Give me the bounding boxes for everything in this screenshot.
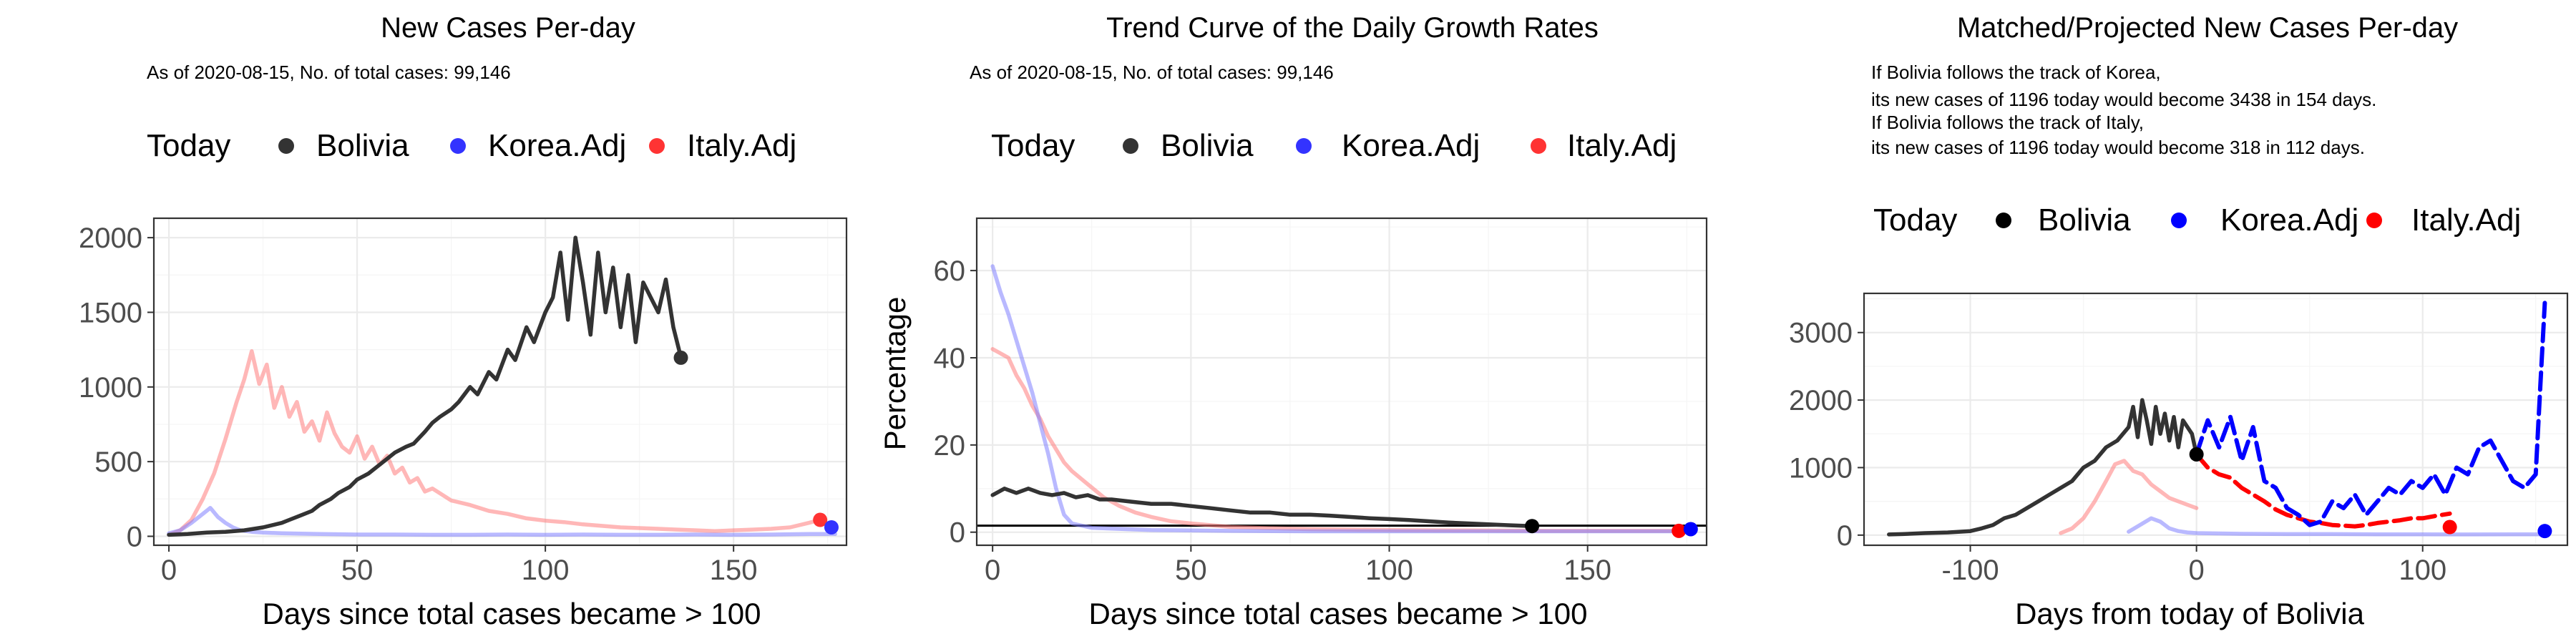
legend-marker-bolivia: [278, 138, 294, 154]
x-tick-label: 50: [341, 555, 374, 586]
note-line: its new cases of 1196 today would become…: [1871, 137, 2365, 158]
panel-border: [1863, 292, 2569, 547]
x-tick-label: 150: [1563, 555, 1611, 586]
legend-label-bolivia: Bolivia: [2038, 203, 2131, 238]
chart-title: New Cases Per-day: [381, 12, 635, 44]
y-tick-label: 1000: [1789, 452, 1853, 484]
legend: Today Bolivia Korea.Adj Italy.Adj: [147, 128, 796, 163]
x-tick-label: 150: [710, 555, 758, 586]
chart-title: Trend Curve of the Daily Growth Rates: [1106, 12, 1599, 44]
y-tick-label: 500: [94, 447, 142, 478]
y-tick-label: 40: [934, 343, 966, 374]
legend-marker-italy: [1531, 138, 1546, 154]
legend: Today Bolivia Korea.Adj Italy.Adj: [991, 128, 1677, 163]
y-tick-label: 3000: [1789, 318, 1853, 349]
legend-label-korea: Korea.Adj: [488, 128, 626, 163]
series-line-korea-adj-faded: [2127, 516, 2542, 537]
y-tick-label: 20: [934, 430, 966, 462]
series-line-korea-adj: [990, 264, 1697, 534]
x-tick-label: 100: [2399, 555, 2446, 586]
today-point-italy-adj: [1672, 523, 1687, 538]
legend-title: Today: [1873, 203, 1957, 238]
legend: Today Bolivia Korea.Adj Italy.Adj: [1873, 203, 2521, 238]
y-tick-label: 0: [127, 521, 142, 552]
today-point-italy-adj: [813, 512, 828, 527]
x-tick-label: 0: [161, 555, 177, 586]
today-point-korea-adj: [2537, 524, 2552, 539]
x-tick-label: -100: [1942, 555, 1999, 586]
legend-label-italy: Italy.Adj: [2411, 203, 2521, 238]
y-tick-label: 1500: [79, 297, 142, 328]
chart-growth-rates: Trend Curve of the Daily Growth Rates As…: [878, 12, 1708, 630]
legend-label-korea: Korea.Adj: [1342, 128, 1480, 163]
today-point-korea-adj: [824, 519, 839, 535]
legend-label-bolivia: Bolivia: [316, 128, 409, 163]
series-line-korea-adj: [167, 506, 837, 537]
chart-new-cases: New Cases Per-day As of 2020-08-15, No. …: [79, 12, 848, 630]
y-tick-label: 2000: [1789, 385, 1853, 416]
y-tick-label: 1000: [79, 372, 142, 404]
panel-border: [152, 217, 848, 547]
today-point-bolivia: [673, 350, 688, 365]
legend-marker-bolivia: [1123, 138, 1138, 154]
legend-label-bolivia: Bolivia: [1161, 128, 1254, 163]
x-tick-label: 0: [985, 555, 1000, 586]
chart-title: Matched/Projected New Cases Per-day: [1957, 12, 2458, 44]
x-tick-label: 50: [1175, 555, 1207, 586]
series-line-korea-adj-dashed: [2194, 301, 2547, 527]
x-axis-label: Days from today of Bolivia: [2015, 597, 2365, 630]
chart-projected-cases: Matched/Projected New Cases Per-day If B…: [1789, 12, 2569, 630]
series-line-bolivia-solid: [1887, 398, 2199, 537]
series-line-bolivia: [990, 487, 1534, 528]
note-line: If Bolivia follows the track of Korea,: [1871, 62, 2161, 83]
chart-subtitle: As of 2020-08-15, No. of total cases: 99…: [970, 62, 1334, 83]
chart-subtitle: As of 2020-08-15, No. of total cases: 99…: [147, 62, 511, 83]
legend-marker-korea: [2171, 213, 2187, 228]
x-tick-label: 100: [522, 555, 570, 586]
legend-marker-italy: [649, 138, 665, 154]
legend-marker-korea: [1296, 138, 1312, 154]
note-line: its new cases of 1196 today would become…: [1871, 89, 2376, 110]
plot-area: 0 50 100 150 0 20 40 60: [934, 217, 1708, 586]
today-point-korea-adj: [1683, 522, 1698, 537]
y-tick-label: 60: [934, 255, 966, 287]
legend-title: Today: [991, 128, 1075, 163]
series-line-bolivia: [167, 235, 683, 537]
legend-title: Today: [147, 128, 230, 163]
y-axis-label: Percentage: [878, 297, 912, 451]
x-tick-label: 0: [2189, 555, 2205, 586]
x-axis-label: Days since total cases became > 100: [1089, 597, 1588, 630]
today-point-italy-adj: [2442, 519, 2457, 535]
legend-label-italy: Italy.Adj: [1567, 128, 1677, 163]
legend-label-italy: Italy.Adj: [687, 128, 796, 163]
legend-marker-italy: [2366, 213, 2382, 228]
series-line-italy-adj: [167, 348, 822, 537]
series-line-italy-adj-faded: [2059, 459, 2199, 535]
legend-label-korea: Korea.Adj: [2220, 203, 2358, 238]
x-tick-label: 100: [1365, 555, 1413, 586]
y-tick-label: 0: [1837, 520, 1853, 552]
today-point-bolivia: [1525, 519, 1540, 534]
legend-marker-korea: [450, 138, 466, 154]
projection-notes: If Bolivia follows the track of Korea, i…: [1871, 62, 2376, 158]
today-point-bolivia: [2189, 447, 2204, 462]
legend-marker-bolivia: [1996, 213, 2011, 228]
panel-border: [975, 217, 1708, 547]
note-line: If Bolivia follows the track of Italy,: [1871, 112, 2144, 133]
y-tick-label: 0: [950, 517, 965, 549]
y-tick-label: 2000: [79, 223, 142, 254]
x-axis-label: Days since total cases became > 100: [263, 597, 761, 630]
